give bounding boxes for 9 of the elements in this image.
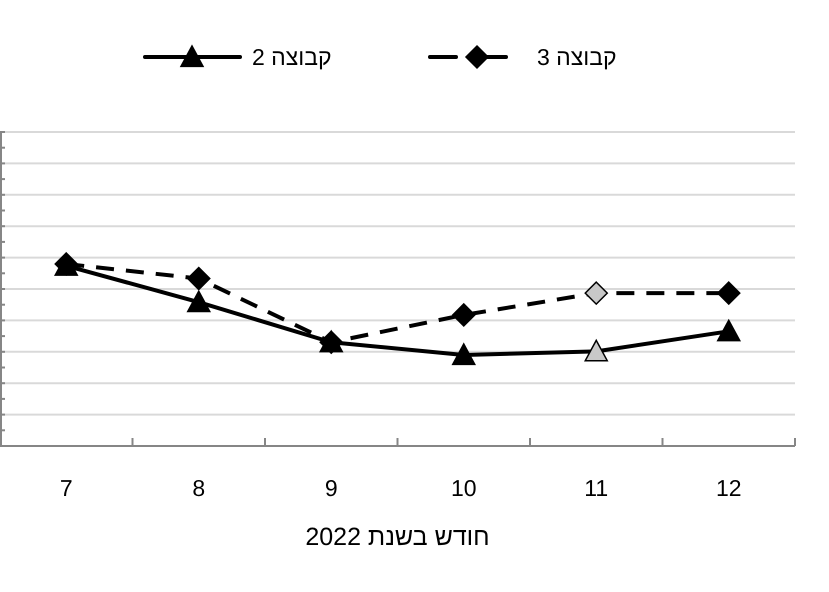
- xtick: 11: [584, 475, 608, 501]
- xtick: 9: [324, 475, 338, 501]
- xtick: 12: [716, 475, 742, 501]
- legend: קבוצה 3: [537, 44, 617, 70]
- xtick: 10: [450, 475, 477, 501]
- legend: קבוצה 2: [252, 44, 332, 70]
- xtick: 8: [192, 475, 206, 501]
- xlabel: חודש בשנת 2022: [305, 523, 490, 551]
- xtick: 7: [60, 475, 73, 501]
